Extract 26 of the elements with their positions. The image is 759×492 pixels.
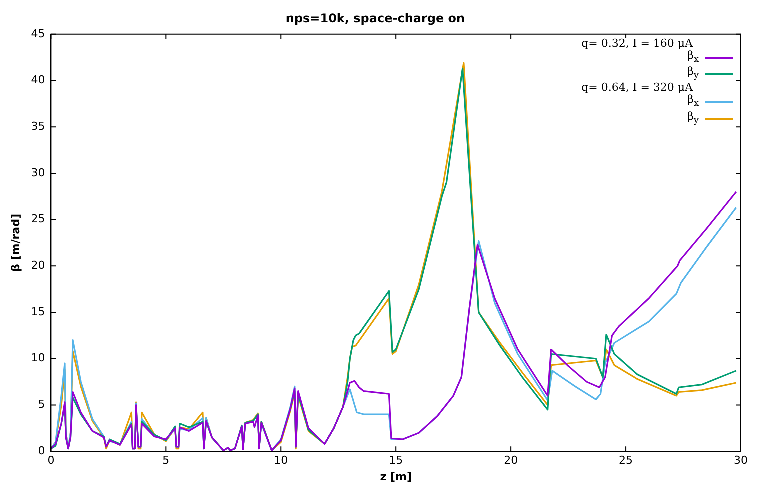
legend-label: β$_{y}$ <box>687 65 699 82</box>
chart-title: nps=10k, space-charge on <box>286 11 466 26</box>
y-tick-label: 5 <box>38 398 46 412</box>
x-tick-label: 5 <box>162 454 170 468</box>
y-tick-label: 15 <box>31 305 46 318</box>
x-axis-title: z [m] <box>380 470 412 484</box>
y-tick-label: 40 <box>31 74 46 87</box>
legend-label: β$_{x}$ <box>687 93 699 111</box>
legend-label: β$_{y}$ <box>687 110 699 127</box>
x-tick-label: 25 <box>619 454 634 468</box>
x-tick-label: 15 <box>389 454 404 468</box>
y-tick-label: 30 <box>31 166 46 180</box>
y-tick-label: 0 <box>38 444 46 458</box>
legend-label: β$_{x}$ <box>687 49 699 66</box>
y-tick-label: 45 <box>31 27 46 40</box>
y-tick-label: 20 <box>31 259 46 272</box>
y-tick-label: 35 <box>31 120 46 133</box>
y-tick-label: 10 <box>31 352 46 365</box>
x-tick-label: 30 <box>734 454 748 468</box>
y-tick-label: 25 <box>31 212 46 226</box>
x-tick-label: 10 <box>274 454 288 468</box>
annotation: q= 0.64, I = 320 μA <box>582 81 693 94</box>
y-axis-title: β [m/rad] <box>9 214 22 272</box>
x-tick-label: 20 <box>504 454 518 468</box>
x-tick-label: 0 <box>48 454 55 468</box>
annotation: q= 0.32, I = 160 μA <box>582 37 693 50</box>
